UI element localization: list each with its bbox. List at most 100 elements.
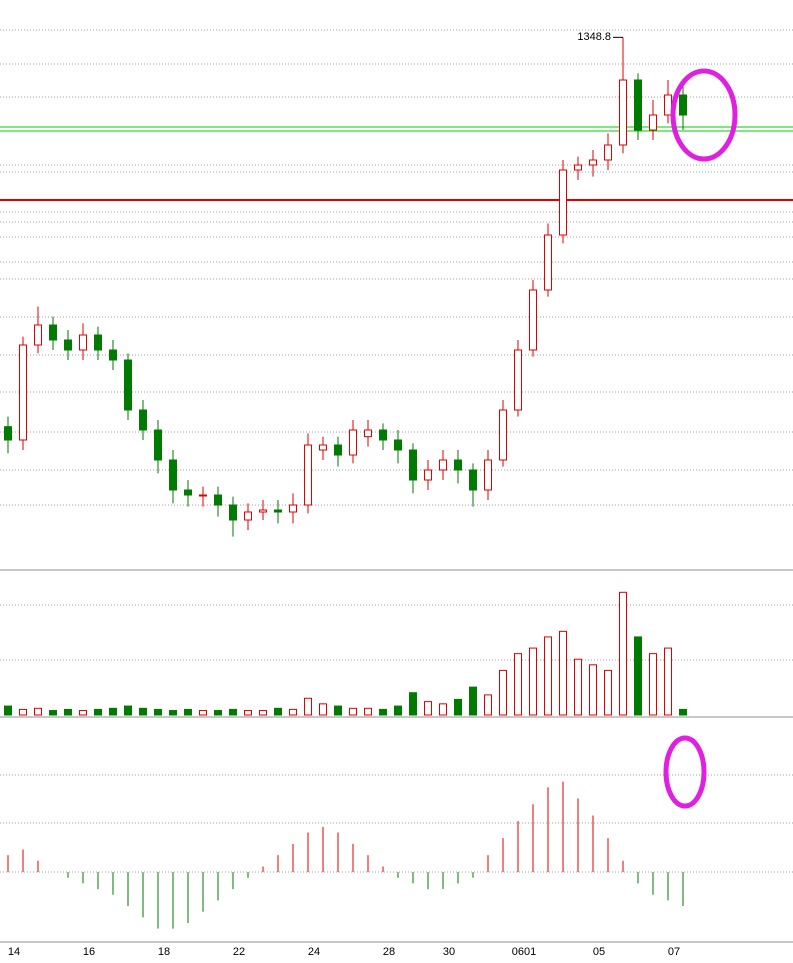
- candle-body: [454, 459, 462, 471]
- volume-bar: [574, 658, 582, 716]
- volume-bar: [184, 708, 192, 716]
- volume-bar: [544, 636, 552, 716]
- volume-bar: [94, 708, 102, 716]
- candle-body: [409, 449, 417, 481]
- highlight-circle: [670, 68, 738, 162]
- volume-bar: [499, 669, 507, 716]
- volume-bar: [364, 707, 372, 716]
- volume-bar: [484, 694, 492, 716]
- x-tick-label: 16: [83, 946, 95, 958]
- volume-bar: [49, 710, 57, 716]
- candle-body: [604, 144, 612, 161]
- candle-body: [484, 459, 492, 491]
- volume-bar: [529, 647, 537, 716]
- x-tick-label: 0601: [512, 946, 536, 958]
- volume-bar: [124, 705, 132, 716]
- candle-body: [244, 511, 252, 521]
- candle-body: [214, 494, 222, 506]
- candle-body: [49, 324, 57, 341]
- candle-body: [634, 79, 642, 131]
- candle-body: [304, 444, 312, 506]
- volume-bar: [289, 708, 297, 716]
- candle-body: [679, 94, 687, 116]
- candle-body: [574, 164, 582, 171]
- volume-bar: [424, 701, 432, 716]
- candle-body: [259, 509, 267, 513]
- x-tick-label: 14: [8, 946, 20, 958]
- volume-bar: [64, 708, 72, 716]
- volume-bar: [229, 708, 237, 716]
- volume-bar: [634, 636, 642, 716]
- candle-body: [499, 409, 507, 461]
- candle-body: [469, 469, 477, 491]
- candle-body: [109, 349, 117, 361]
- candle-body: [559, 169, 567, 236]
- candle-body: [364, 429, 372, 438]
- volume-bar: [469, 686, 477, 716]
- candle-body: [349, 429, 357, 456]
- candle-body: [529, 289, 537, 351]
- volume-bar: [214, 710, 222, 716]
- candle-body: [229, 504, 237, 521]
- candle-body: [199, 494, 207, 497]
- volume-bar: [199, 710, 207, 716]
- candle-body: [439, 459, 447, 471]
- volume-bar: [244, 710, 252, 716]
- candle-body: [79, 334, 87, 351]
- candle-body: [424, 469, 432, 481]
- volume-bar: [649, 653, 657, 716]
- x-tick-label: 07: [668, 946, 680, 958]
- marks: 14 16 18 22 24 28 30 0601 05 07: [4, 36, 687, 958]
- x-tick-label: 18: [158, 946, 170, 958]
- candle-body: [139, 409, 147, 431]
- candle-body: [274, 509, 282, 513]
- volume-bar: [34, 707, 42, 716]
- candle-body: [589, 159, 597, 166]
- volume-bar: [169, 710, 177, 716]
- candle-body: [514, 349, 522, 411]
- highlight-circle: [663, 735, 707, 809]
- volume-bar: [679, 708, 687, 716]
- x-tick-label: 22: [233, 946, 245, 958]
- volume-bar: [604, 669, 612, 716]
- volume-bar: [379, 708, 387, 716]
- candle-body: [649, 114, 657, 131]
- volume-bar: [664, 647, 672, 716]
- volume-bar: [109, 707, 117, 716]
- volume-bar: [454, 698, 462, 716]
- volume-bar: [409, 692, 417, 716]
- volume-bar: [304, 697, 312, 716]
- volume-bar: [4, 705, 12, 716]
- candle-body: [394, 439, 402, 451]
- candle-body: [64, 339, 72, 351]
- volume-bar: [19, 708, 27, 716]
- x-tick-label: 05: [593, 946, 605, 958]
- candle-body: [379, 429, 387, 441]
- candle-body: [319, 444, 327, 451]
- candle-body: [154, 429, 162, 461]
- volume-bar: [439, 703, 447, 716]
- volume-bar: [259, 710, 267, 716]
- volume-bar: [79, 710, 87, 716]
- volume-bar: [319, 703, 327, 716]
- candle-body: [34, 324, 42, 346]
- volume-bar: [154, 708, 162, 716]
- volume-bar: [274, 707, 282, 716]
- x-tick-label: 24: [308, 946, 320, 958]
- candle-body: [19, 344, 27, 441]
- candle-body: [184, 489, 192, 496]
- grid: [0, 29, 793, 943]
- volume-bar: [349, 707, 357, 716]
- volume-bar: [139, 707, 147, 716]
- volume-bar: [394, 705, 402, 716]
- x-tick-label: 30: [443, 946, 455, 958]
- candle-body: [4, 426, 12, 441]
- high-annotation: 1348.8: [577, 31, 611, 43]
- volume-bar: [619, 591, 627, 716]
- candle-body: [289, 504, 297, 513]
- candle-body: [124, 359, 132, 411]
- volume-bar: [334, 705, 342, 716]
- volume-bar: [559, 630, 567, 716]
- volume-bar: [514, 653, 522, 716]
